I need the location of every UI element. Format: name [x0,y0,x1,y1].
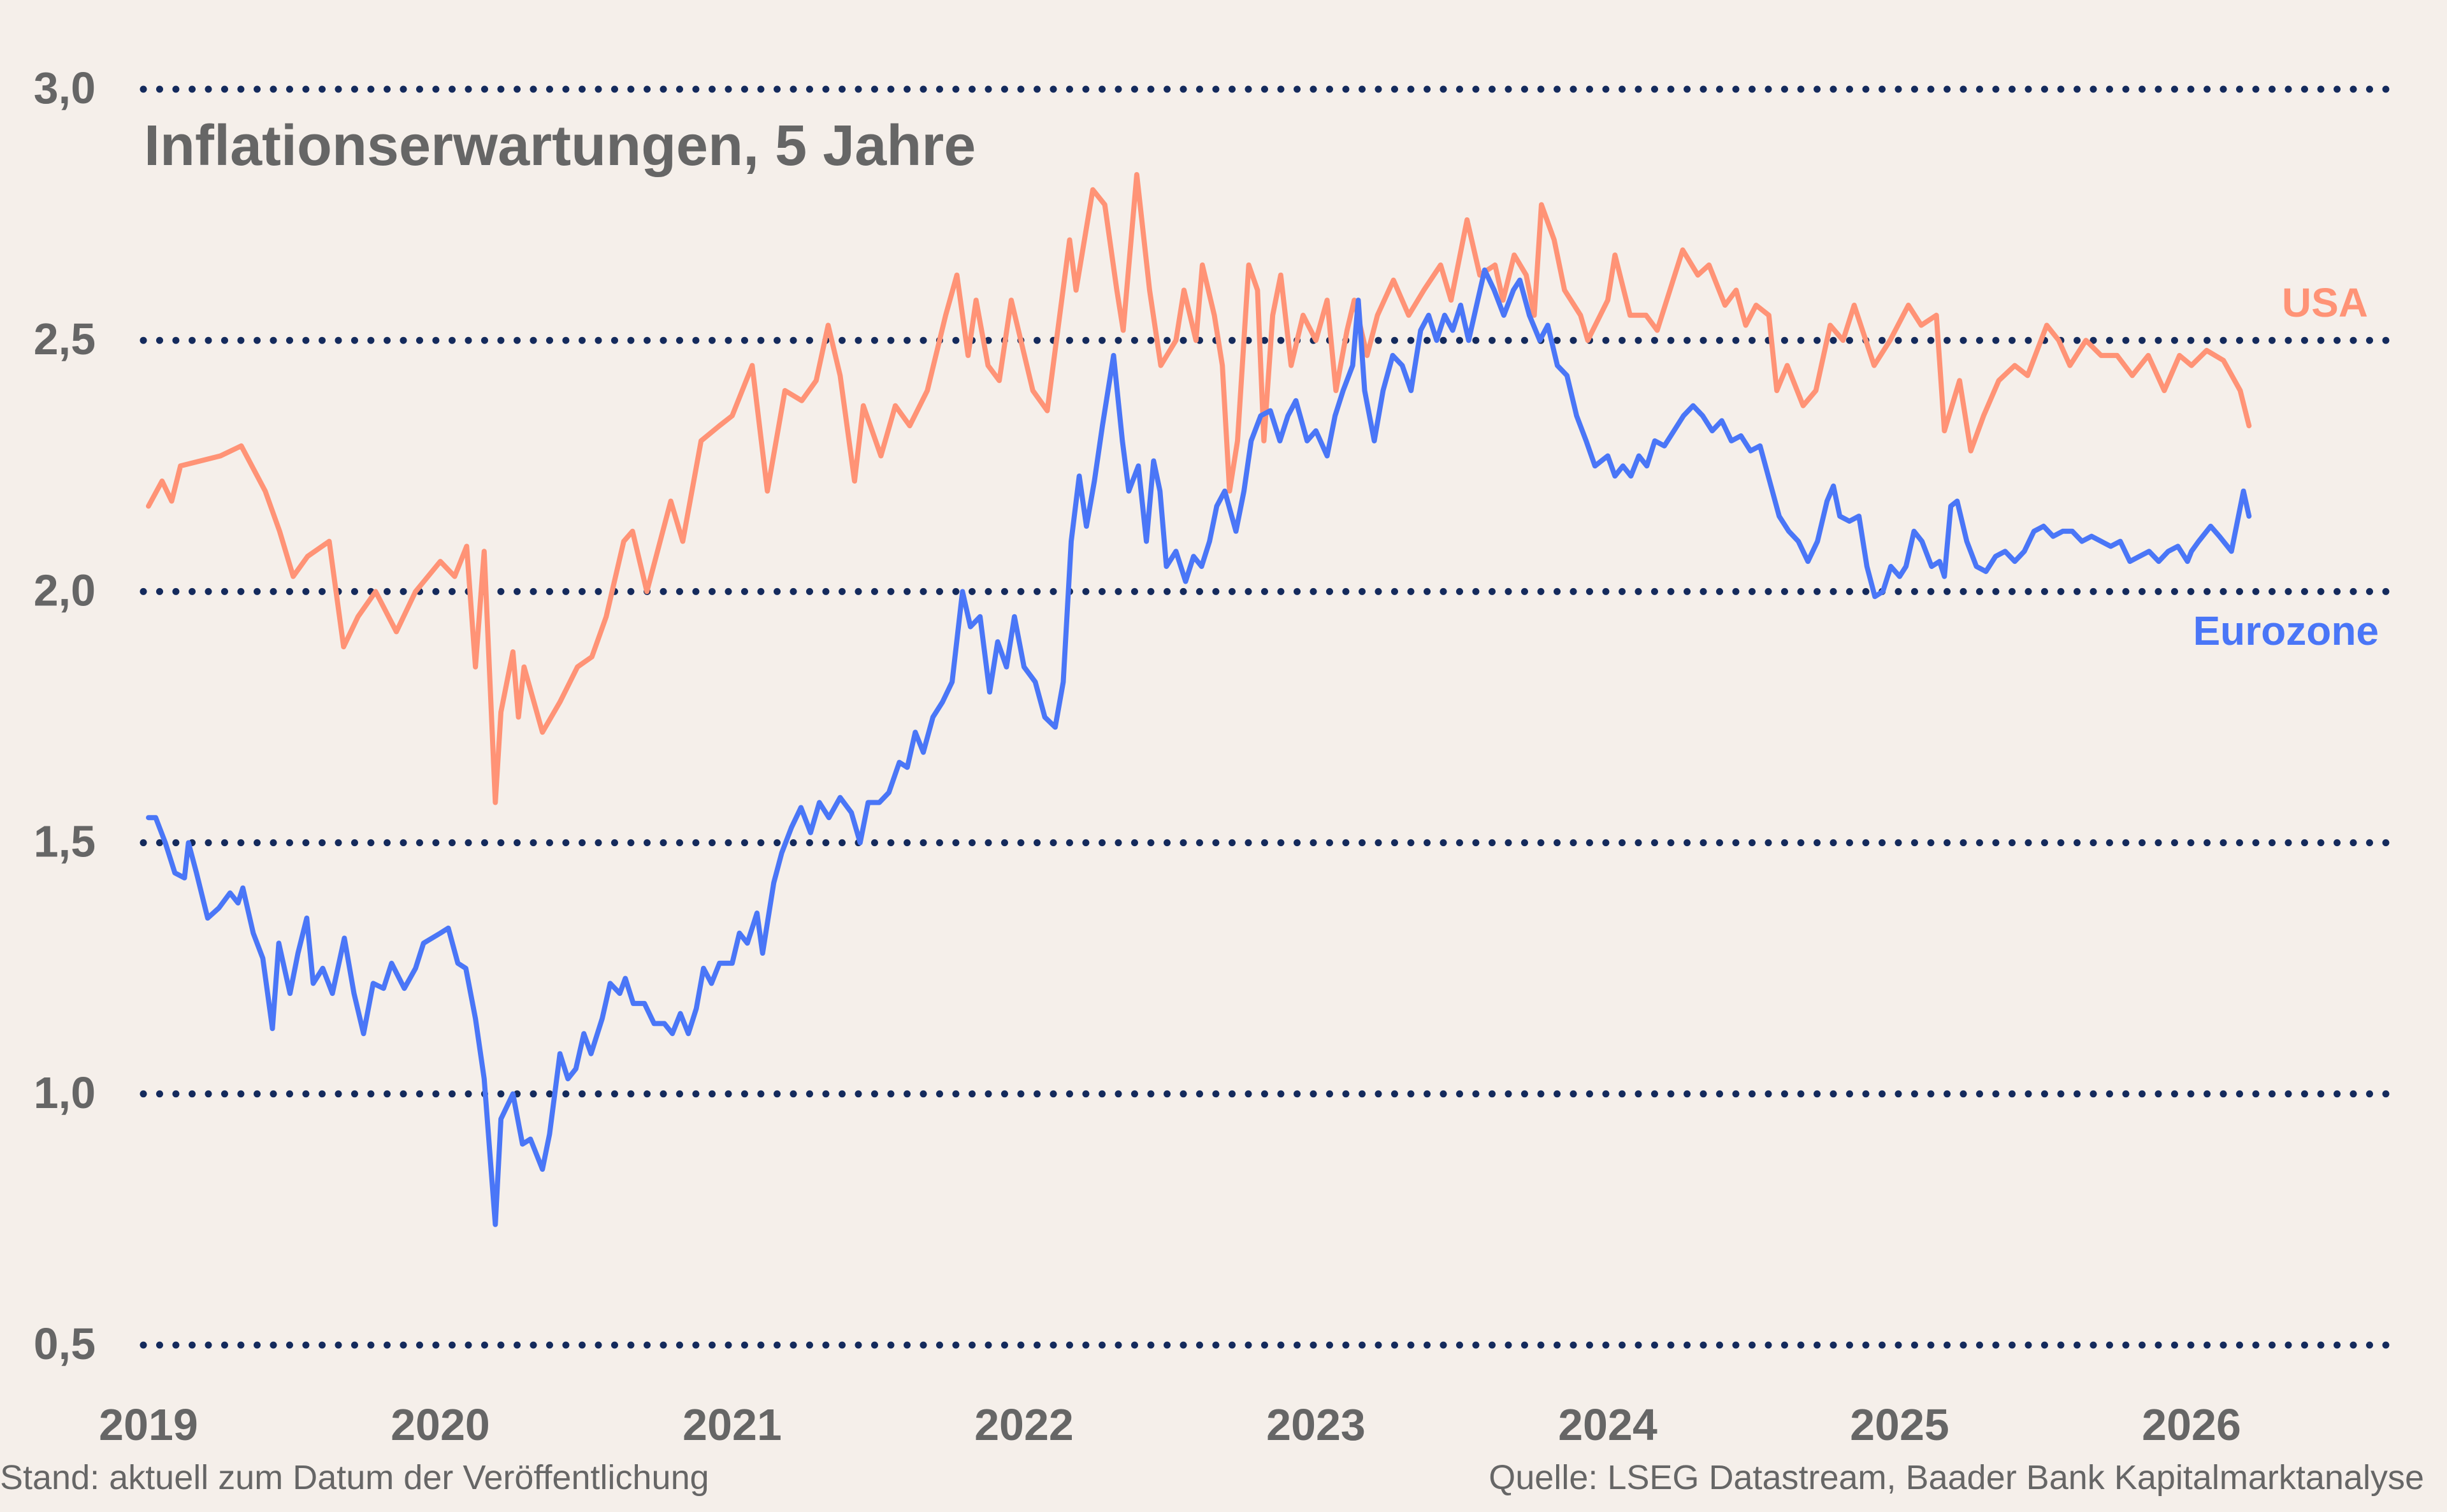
y-tick-label: 0,5 [34,1319,96,1369]
x-tick-label: 2021 [682,1400,782,1450]
footer-source: Quelle: LSEG Datastream, Baader Bank Kap… [1489,1458,2424,1497]
x-tick-label: 2023 [1266,1400,1366,1450]
y-tick-label: 1,0 [34,1068,96,1118]
y-tick-label: 2,5 [34,314,96,364]
y-axis-ticks: 3,0 2,5 2,0 1,5 1,0 0,5 [34,63,96,1369]
footer-note: Stand: aktuell zum Datum der Veröffentli… [0,1458,709,1497]
x-tick-label: 2026 [2142,1400,2241,1450]
y-tick-label: 1,5 [34,817,96,867]
series-line-eurozone [146,267,2252,1227]
series-line-usa [146,172,2252,805]
y-tick-label: 3,0 [34,63,96,113]
y-tick-label: 2,0 [34,565,96,615]
x-tick-label: 2020 [391,1400,490,1450]
chart-title: Inflationserwartungen, 5 Jahre [144,114,976,178]
x-axis-ticks: 2019 2020 2021 2022 2023 2024 2025 2026 [99,1400,2241,1450]
x-tick-label: 2024 [1558,1400,1657,1450]
gridlines [140,85,2390,1349]
series-label-eurozone: Eurozone [2193,608,2379,654]
series-label-usa: USA [2282,280,2368,326]
x-tick-label: 2025 [1850,1400,1949,1450]
x-tick-label: 2019 [99,1400,198,1450]
x-tick-label: 2022 [974,1400,1074,1450]
series-lines [146,172,2252,1227]
